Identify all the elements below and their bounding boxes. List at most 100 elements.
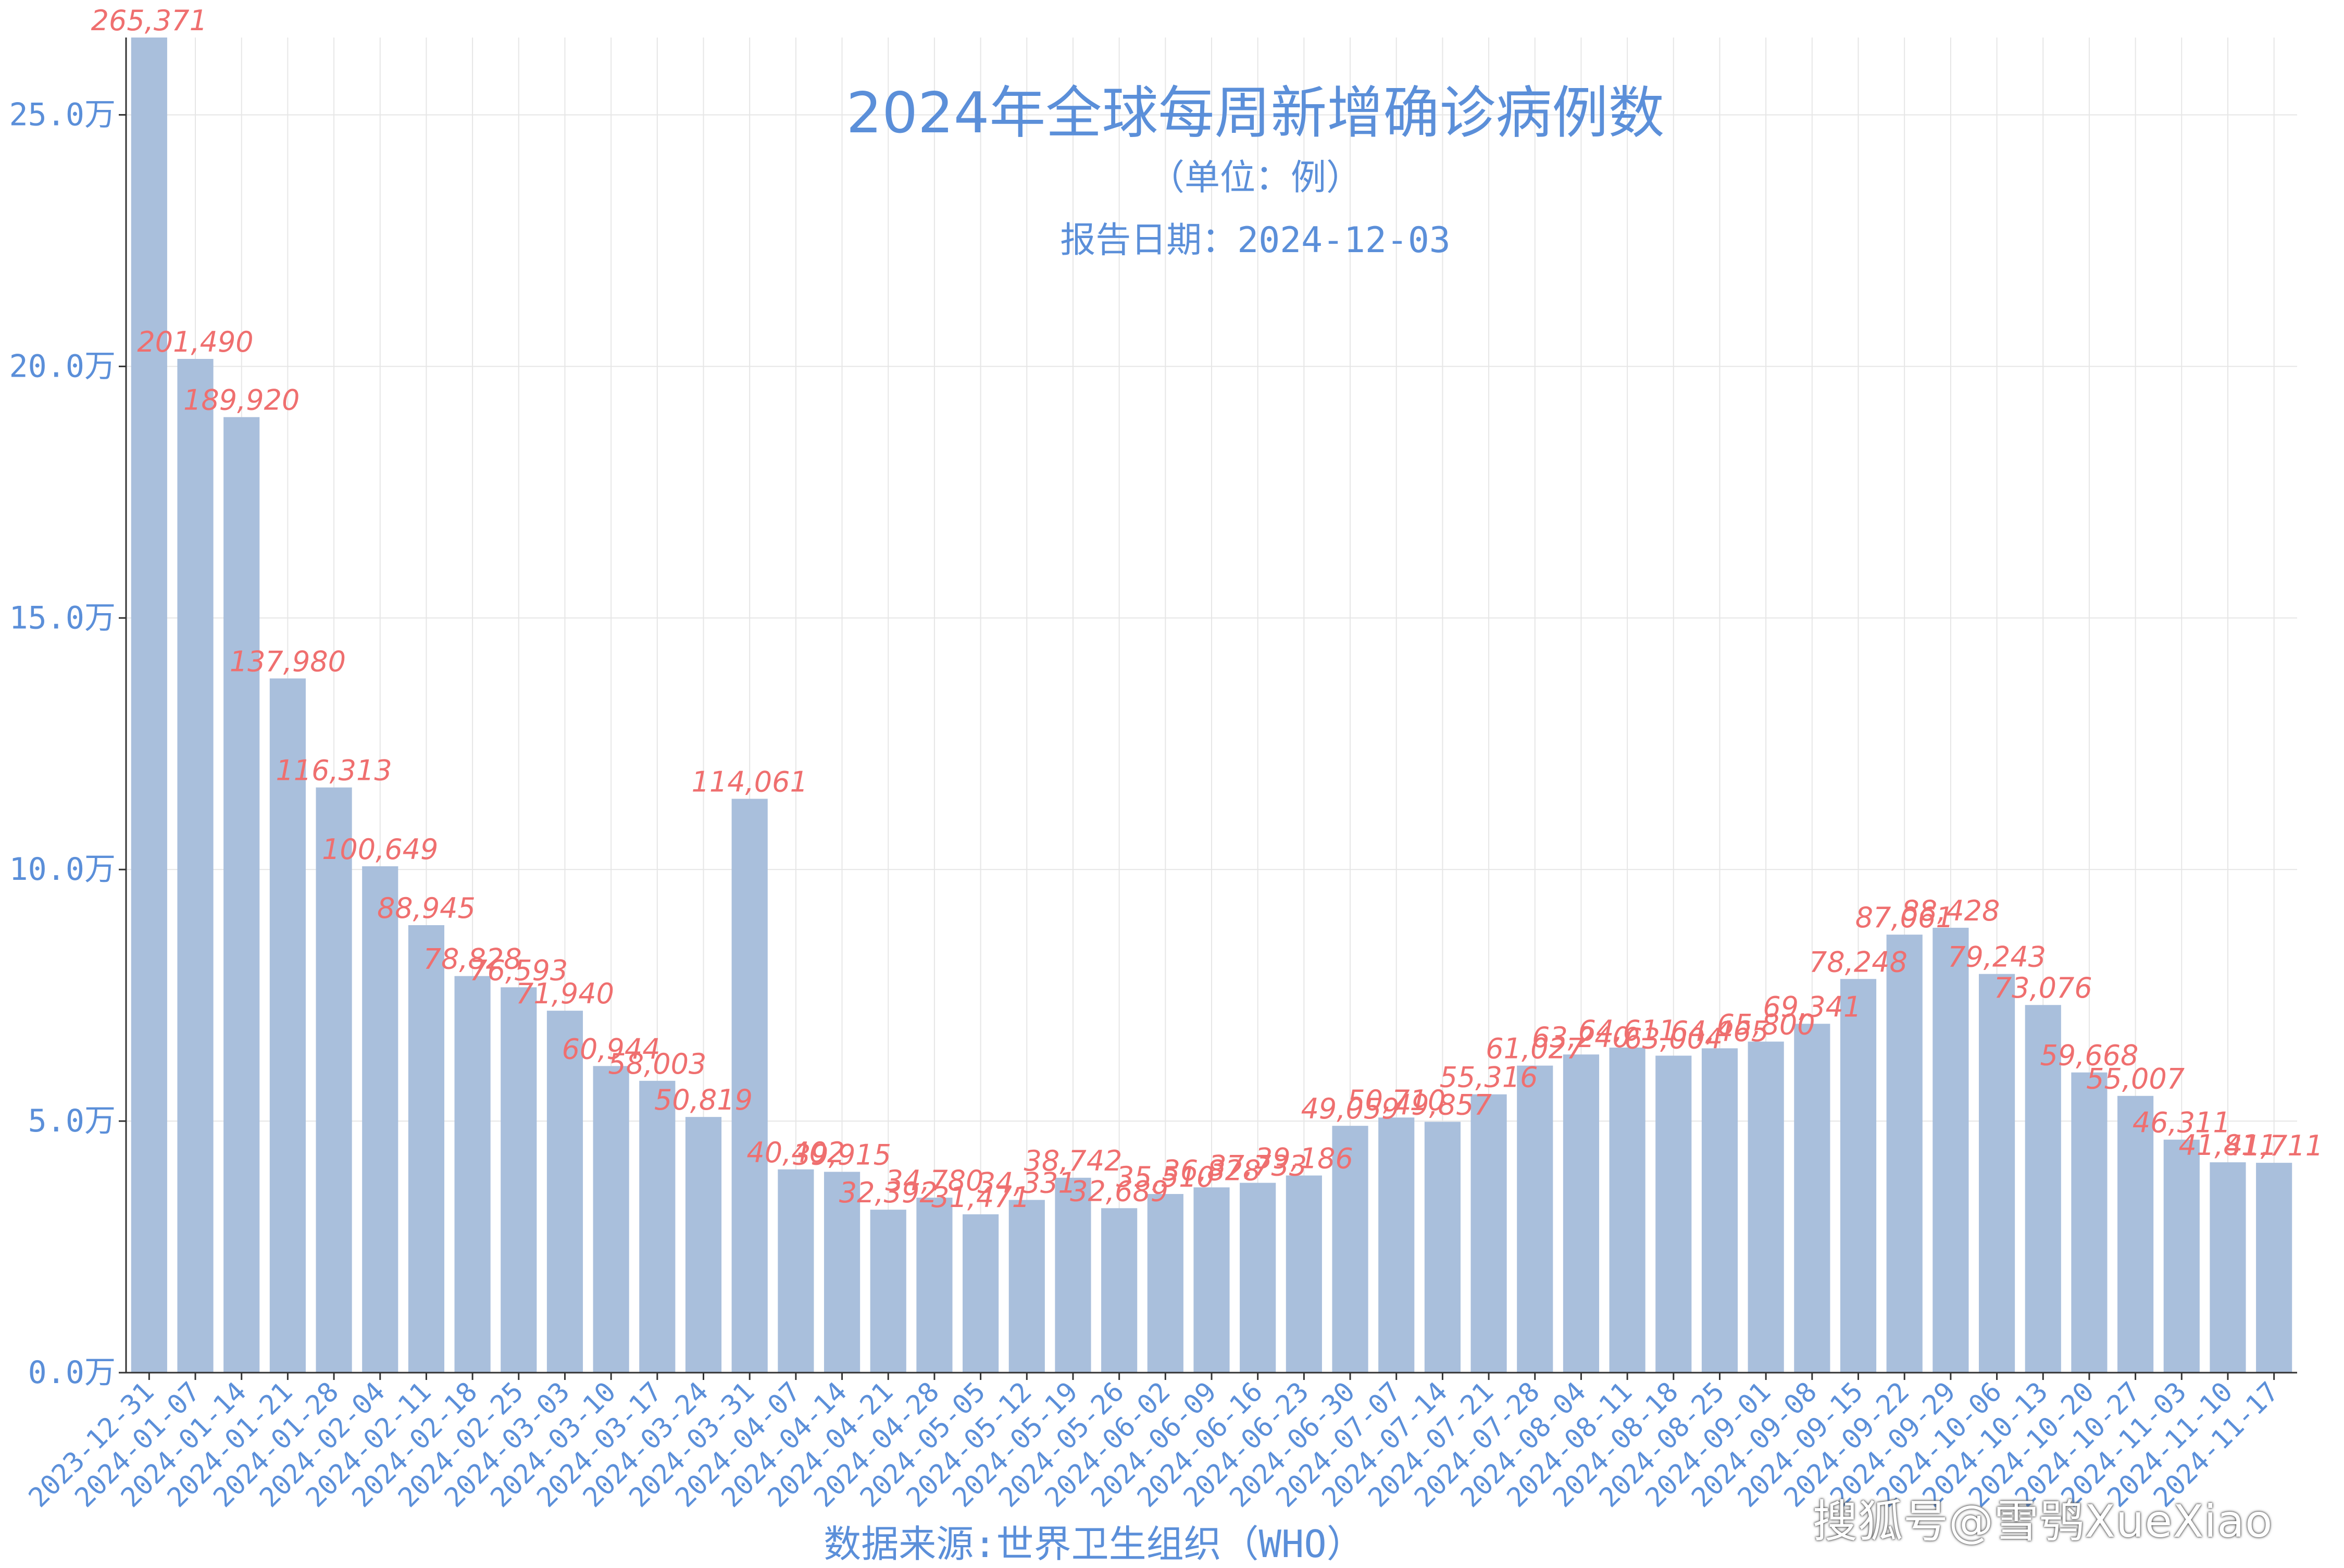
data-label: 64,465	[1670, 1015, 1769, 1048]
bar	[685, 1117, 722, 1373]
data-label: 63,240	[1532, 1021, 1630, 1054]
data-label: 39,186	[1255, 1142, 1353, 1175]
bar	[731, 799, 768, 1373]
data-label: 189,920	[183, 384, 300, 417]
bar	[1240, 1183, 1276, 1373]
data-label: 34,331	[978, 1166, 1076, 1199]
y-tick-label: 25.0万	[9, 96, 116, 133]
data-label: 73,076	[1994, 972, 2092, 1004]
report-date: 报告日期：2024-12-03	[1060, 220, 1451, 261]
data-label: 201,490	[137, 326, 253, 358]
bar	[870, 1210, 906, 1373]
data-label: 49,857	[1393, 1088, 1492, 1121]
bar	[824, 1172, 861, 1373]
data-label: 64,611	[1578, 1014, 1677, 1047]
bar	[1978, 974, 2015, 1373]
data-label: 55,316	[1440, 1061, 1538, 1094]
data-label: 265,371	[91, 4, 207, 37]
watermark: 搜狐号@雪鸮XueXiao	[1813, 1496, 2273, 1548]
data-label: 32,689	[1070, 1175, 1168, 1208]
data-label: 60,944	[562, 1032, 660, 1065]
data-label: 55,007	[2086, 1063, 2185, 1096]
bar	[269, 678, 306, 1373]
y-tick-label: 10.0万	[9, 851, 116, 888]
data-label: 36,828	[1163, 1154, 1261, 1187]
data-label: 41,811	[2179, 1129, 2277, 1162]
data-label: 114,061	[692, 765, 808, 798]
bar	[2071, 1072, 2108, 1373]
data-label: 49,059	[1301, 1092, 1400, 1125]
bar	[778, 1169, 814, 1373]
y-tick-label: 15.0万	[9, 600, 116, 636]
bar	[223, 417, 260, 1373]
bar	[1193, 1187, 1230, 1373]
data-label: 50,819	[654, 1084, 753, 1116]
data-label: 41,711	[2225, 1129, 2323, 1162]
bar	[1886, 935, 1923, 1373]
data-label: 50,710	[1347, 1084, 1445, 1117]
bar	[316, 787, 352, 1373]
data-label: 38,742	[1024, 1144, 1122, 1177]
bar	[2256, 1163, 2292, 1373]
bar	[362, 866, 398, 1373]
data-label: 61,027	[1486, 1032, 1584, 1065]
data-label: 58,003	[608, 1048, 706, 1080]
bar	[1748, 1041, 1784, 1373]
bar	[1378, 1117, 1415, 1373]
data-label: 78,248	[1809, 945, 1907, 978]
data-label: 78,828	[423, 943, 522, 976]
bar	[1055, 1177, 1091, 1373]
y-tick-label: 5.0万	[28, 1103, 116, 1139]
bar	[177, 358, 214, 1373]
bar	[454, 976, 491, 1373]
bar	[546, 1011, 583, 1373]
bar	[1794, 1024, 1830, 1373]
bar	[1840, 979, 1877, 1373]
y-tick-label: 20.0万	[9, 348, 116, 384]
bar	[1609, 1047, 1645, 1373]
data-label: 76,593	[469, 954, 568, 987]
bar	[1101, 1208, 1138, 1373]
data-label: 34,780	[885, 1164, 983, 1197]
data-label: 71,940	[516, 977, 614, 1010]
data-label: 31,471	[931, 1181, 1030, 1214]
bar	[916, 1198, 953, 1373]
bar	[1332, 1126, 1368, 1373]
bar	[1147, 1194, 1183, 1373]
bar	[1517, 1065, 1553, 1373]
bar	[2117, 1096, 2154, 1373]
data-label: 116,313	[276, 754, 392, 787]
data-label: 65,800	[1717, 1008, 1815, 1041]
data-label: 39,915	[793, 1138, 891, 1171]
data-label: 79,243	[1948, 941, 2046, 974]
bar	[639, 1080, 676, 1373]
data-label: 87,061	[1855, 901, 1954, 934]
bar	[2210, 1162, 2246, 1373]
y-tick-label: 0.0万	[28, 1354, 116, 1391]
bar	[1286, 1175, 1322, 1373]
data-label: 63,004	[1624, 1022, 1723, 1055]
bar	[1008, 1200, 1045, 1373]
bar	[1424, 1122, 1461, 1373]
bar	[1932, 927, 1969, 1373]
bar	[408, 925, 445, 1373]
data-label: 88,428	[1901, 894, 2000, 927]
data-label: 88,945	[377, 892, 476, 925]
bar	[593, 1066, 629, 1373]
data-label: 37,733	[1208, 1150, 1307, 1183]
data-label: 100,649	[322, 833, 438, 866]
bar	[963, 1214, 999, 1373]
chart-subtitle: （单位：例）	[1149, 157, 1362, 198]
bar	[1563, 1054, 1600, 1373]
bar	[131, 38, 167, 1373]
bar	[1470, 1094, 1507, 1373]
data-source: 数据来源:世界卫生组织（WHO）	[824, 1522, 1364, 1566]
data-label: 137,980	[230, 645, 346, 678]
bar	[2025, 1005, 2061, 1373]
data-label: 46,311	[2133, 1106, 2231, 1139]
bar	[2163, 1139, 2200, 1373]
data-label: 35,510	[1116, 1161, 1215, 1193]
bar	[501, 987, 537, 1373]
bar	[1701, 1048, 1738, 1373]
